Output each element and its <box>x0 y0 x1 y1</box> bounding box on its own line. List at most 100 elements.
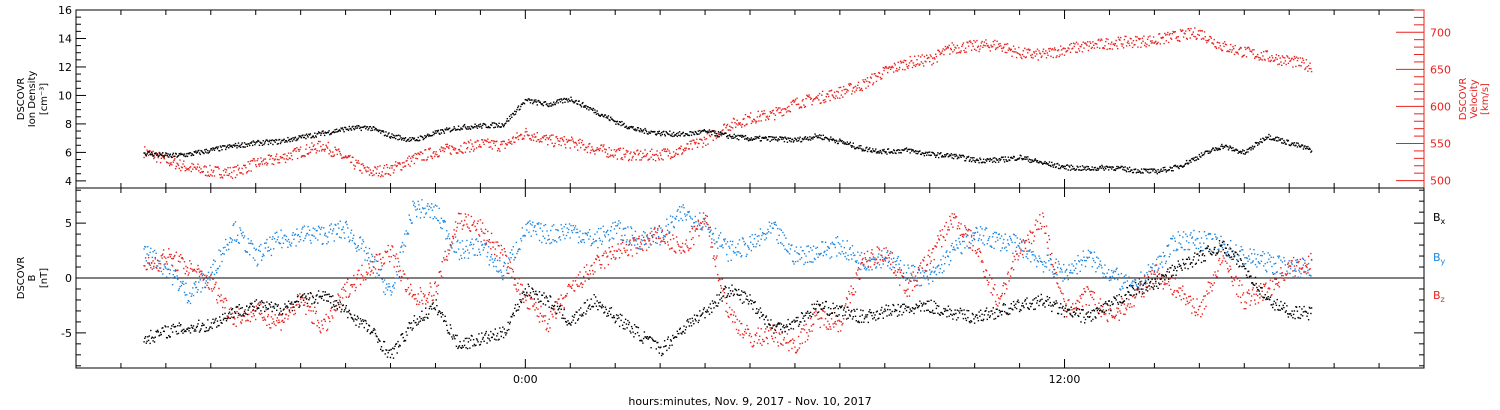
by-point <box>370 261 372 263</box>
density-point <box>912 149 914 151</box>
velocity-point <box>872 83 874 86</box>
density-point <box>793 140 795 142</box>
velocity-point <box>1295 65 1297 68</box>
density-point <box>395 137 397 140</box>
by-point <box>839 253 842 255</box>
density-point <box>1283 139 1285 142</box>
by-point <box>361 243 363 245</box>
velocity-point <box>1018 46 1020 49</box>
velocity-point <box>612 154 614 156</box>
by-point <box>1171 238 1173 240</box>
velocity-point <box>1136 36 1138 38</box>
velocity-point <box>1248 46 1250 49</box>
velocity-point <box>1277 63 1279 66</box>
velocity-point <box>425 159 428 161</box>
velocity-point <box>690 143 692 145</box>
density-point <box>288 138 291 141</box>
by-point <box>1179 243 1182 245</box>
bz-point <box>151 268 153 270</box>
velocity-point <box>926 54 928 56</box>
density-point <box>976 159 979 161</box>
velocity-point <box>1117 48 1119 50</box>
by-point <box>812 245 815 247</box>
velocity-point <box>848 84 851 87</box>
by-point <box>760 238 762 240</box>
bz-point <box>164 263 166 265</box>
velocity-point <box>577 149 579 151</box>
by-point <box>738 251 740 253</box>
velocity-point <box>273 163 275 166</box>
density-point <box>1176 165 1179 167</box>
velocity-point <box>543 135 545 137</box>
density-point <box>173 155 175 158</box>
density-point <box>648 131 650 133</box>
by-point <box>830 243 832 245</box>
velocity-point <box>1044 52 1046 55</box>
velocity-point <box>589 142 591 145</box>
density-point <box>783 137 785 139</box>
velocity-point <box>314 148 316 150</box>
velocity-point <box>983 41 986 43</box>
by-point <box>687 211 690 214</box>
density-point <box>799 136 801 138</box>
density-point <box>1304 145 1306 147</box>
density-point <box>910 148 912 150</box>
density-point <box>944 154 946 156</box>
density-point <box>289 140 291 143</box>
by-point <box>1057 266 1059 269</box>
density-point <box>245 143 247 145</box>
by-point <box>875 267 877 269</box>
by-point <box>613 238 615 240</box>
velocity-point <box>856 87 858 89</box>
by-point <box>955 240 957 242</box>
velocity-point <box>436 154 438 156</box>
velocity-point <box>469 151 471 153</box>
density-point <box>400 137 402 139</box>
density-point <box>933 153 935 155</box>
bz-point <box>155 266 157 269</box>
by-point <box>426 205 428 207</box>
velocity-point <box>1186 38 1188 40</box>
velocity-point <box>279 155 282 158</box>
velocity-point <box>881 77 883 80</box>
velocity-point <box>1120 43 1123 45</box>
density-point <box>1249 146 1251 149</box>
by-point <box>297 234 300 236</box>
by-point <box>932 280 934 282</box>
by-point <box>225 238 227 241</box>
density-point <box>935 156 937 158</box>
velocity-point <box>926 57 929 60</box>
velocity-point <box>500 141 502 143</box>
velocity-point <box>162 156 165 159</box>
velocity-point <box>1268 60 1270 62</box>
by-point <box>502 278 504 281</box>
by-point <box>1140 271 1142 273</box>
by-point <box>1099 263 1101 265</box>
by-point <box>1012 252 1014 254</box>
density-point <box>802 138 804 141</box>
velocity-point <box>903 59 905 62</box>
density-point <box>583 105 586 107</box>
density-point <box>260 142 262 144</box>
velocity-point <box>849 82 851 85</box>
velocity-point <box>261 161 263 163</box>
velocity-point <box>1047 54 1049 56</box>
velocity-point <box>1117 36 1120 38</box>
density-point <box>443 132 446 134</box>
density-point <box>1003 161 1006 163</box>
density-point <box>851 146 853 148</box>
velocity-point <box>1265 50 1267 52</box>
velocity-point <box>144 146 146 148</box>
velocity-point <box>160 157 162 159</box>
velocity-point <box>1165 40 1167 42</box>
density-point <box>682 131 684 134</box>
velocity-point <box>1302 59 1305 61</box>
by-point <box>180 284 183 287</box>
density-point <box>853 146 855 148</box>
velocity-point <box>323 148 325 151</box>
velocity-point <box>1161 37 1163 39</box>
velocity-point <box>535 140 538 142</box>
by-point <box>824 250 826 252</box>
by-point <box>1028 250 1030 252</box>
by-point <box>318 227 320 229</box>
